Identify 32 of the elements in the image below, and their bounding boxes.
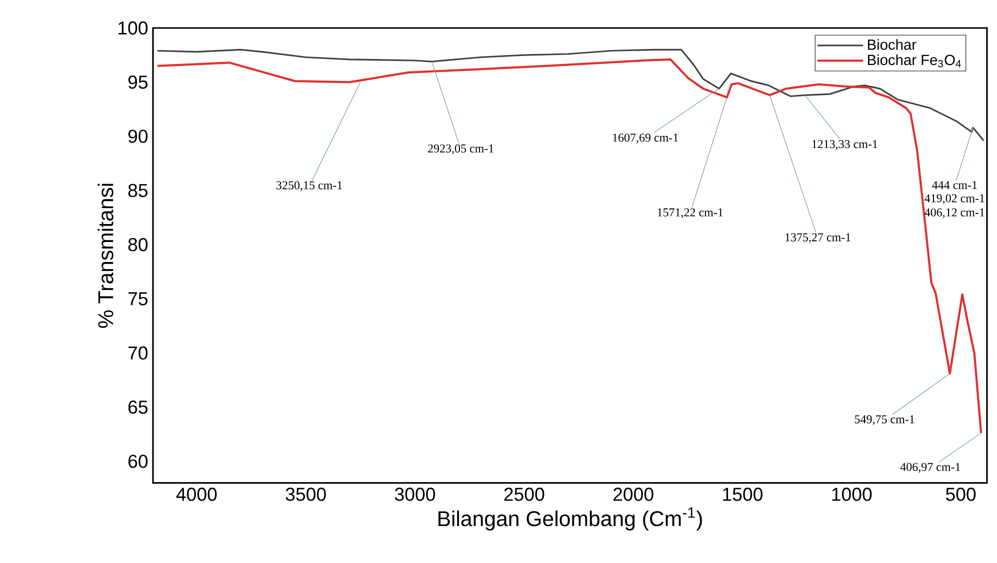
y-tick-label: 90 [128,130,148,143]
annotation: 419,02 cm-1 [924,194,984,204]
annotation: 1213,33 cm-1 [812,140,878,150]
x-axis-title: Bilangan Gelombang (Cm$^{-1}$) [438,507,702,530]
legend-label: Biochar Fe$_{3}$O$_{4}$ [868,54,961,68]
y-tick-label: 65 [128,400,148,414]
annotation: 444 cm-1 [932,181,977,190]
annotation: 406,97 cm-1 [900,462,960,473]
annotation: 1375,27 cm-1 [786,233,850,244]
y-tick-label: 85 [128,184,148,198]
x-tick-label: 2000 [613,488,654,501]
y-tick-label: 95 [128,76,148,89]
y-tick-label: 80 [128,238,148,252]
annotation: 2923,05 cm-1 [428,144,494,154]
y-axis-title: % Transmitansi [98,184,114,328]
y-tick-label: 60 [128,454,148,468]
x-tick-label: 500 [946,488,976,501]
legend-label: Biochar [868,39,916,50]
annotation: 1607,69 cm-1 [613,134,678,144]
annotation: 549,75 cm-1 [854,415,914,426]
y-tick-label: 75 [128,292,148,306]
x-tick-label: 1000 [832,488,872,501]
x-tick-label: 3500 [286,488,326,501]
x-tick-label: 1500 [723,488,762,501]
y-tick-label: 70 [128,346,148,360]
x-tick-label: 4000 [176,488,217,501]
annotation: 3250,15 cm-1 [276,181,342,192]
line-series [156,48,985,142]
annotation: 1571,22 cm-1 [658,208,723,218]
x-tick-label: 3000 [394,488,436,501]
x-tick-label: 2500 [504,488,544,501]
y-tick-label: 100 [118,21,148,35]
